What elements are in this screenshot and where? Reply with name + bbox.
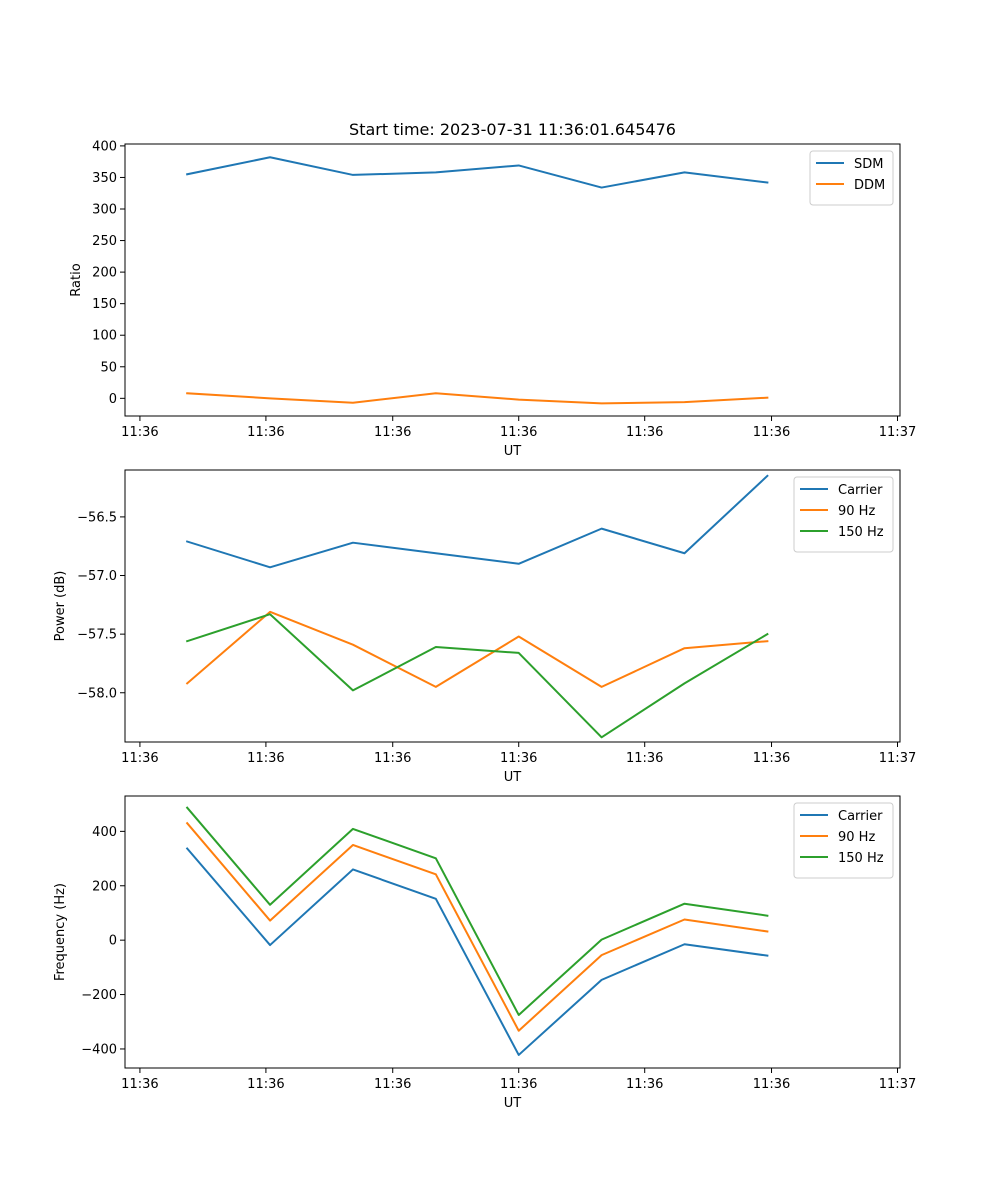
x-axis-label: UT <box>504 770 522 785</box>
y-tick-label: −58.0 <box>77 686 117 701</box>
legend-label: 90 Hz <box>838 504 875 519</box>
y-tick-label: 0 <box>109 934 117 949</box>
legend: Carrier 90 Hz 150 Hz <box>793 476 894 553</box>
legend-label: Carrier <box>838 483 883 498</box>
y-tick-label: 50 <box>100 360 117 375</box>
series-line-150-hz <box>185 613 769 739</box>
legend-label: 150 Hz <box>838 525 884 540</box>
x-tick-label: 11:36 <box>374 751 411 766</box>
y-axis-label: Frequency (Hz) <box>53 883 68 981</box>
x-tick-label: 11:36 <box>374 425 411 440</box>
x-tick-label: 11:37 <box>879 751 916 766</box>
legend-box <box>809 150 894 206</box>
y-tick-label: 400 <box>92 825 117 840</box>
x-axis-label: UT <box>504 444 522 459</box>
series-line-90-hz <box>185 610 769 688</box>
y-tick-label: −57.5 <box>77 628 117 643</box>
y-tick-label: 300 <box>92 203 117 218</box>
x-tick-label: 11:36 <box>121 751 158 766</box>
x-tick-label: 11:37 <box>879 425 916 440</box>
axes-frame <box>124 795 901 1069</box>
y-tick-label: 100 <box>92 329 117 344</box>
subplot-3: 11:36 11:36 11:36 11:36 11:36 11:36 11:37 −400 −… <box>53 795 916 1111</box>
x-tick-label: 11:36 <box>247 425 284 440</box>
series-line-sdm <box>185 156 769 189</box>
series-line-150-hz <box>185 806 769 1016</box>
legend-label: Carrier <box>838 809 883 824</box>
x-tick-label: 11:36 <box>500 1077 537 1092</box>
x-tick-label: 11:36 <box>374 1077 411 1092</box>
series-line-carrier <box>185 474 769 569</box>
subplot-1: Start time: 2023-07-31 11:36:01.645476 11… <box>69 120 916 459</box>
y-axis-label: Power (dB) <box>53 571 68 642</box>
x-tick-label: 11:36 <box>753 751 790 766</box>
y-tick-label: −56.5 <box>77 510 117 525</box>
legend-label: SDM <box>854 157 883 172</box>
x-tick-label: 11:36 <box>247 751 284 766</box>
y-tick-label: 200 <box>92 266 117 281</box>
series-line-carrier <box>185 847 769 1056</box>
x-tick-label: 11:36 <box>121 425 158 440</box>
legend-label: 150 Hz <box>838 851 884 866</box>
x-tick-label: 11:36 <box>626 751 663 766</box>
legend: SDM DDM <box>809 150 894 206</box>
y-tick-label: 200 <box>92 879 117 894</box>
y-tick-label: 250 <box>92 234 117 249</box>
series-line-90-hz <box>185 821 769 1032</box>
y-tick-label: 150 <box>92 297 117 312</box>
x-tick-label: 11:36 <box>121 1077 158 1092</box>
x-tick-label: 11:36 <box>247 1077 284 1092</box>
y-tick-label: −400 <box>81 1042 117 1057</box>
x-tick-label: 11:36 <box>500 425 537 440</box>
y-tick-label: 0 <box>109 392 117 407</box>
y-tick-label: −57.0 <box>77 569 117 584</box>
legend-box <box>793 802 894 879</box>
x-tick-label: 11:36 <box>626 1077 663 1092</box>
x-tick-label: 11:36 <box>626 425 663 440</box>
legend: Carrier 90 Hz 150 Hz <box>793 802 894 879</box>
subplot-2: 11:36 11:36 11:36 11:36 11:36 11:36 11:37 −58.0… <box>53 469 916 785</box>
y-tick-label: −200 <box>81 988 117 1003</box>
x-axis-label: UT <box>504 1096 522 1111</box>
legend-label: DDM <box>854 178 885 193</box>
chart-title: Start time: 2023-07-31 11:36:01.645476 <box>349 120 676 139</box>
x-tick-label: 11:36 <box>753 425 790 440</box>
x-tick-label: 11:37 <box>879 1077 916 1092</box>
y-tick-label: 400 <box>92 139 117 154</box>
legend-box <box>793 476 894 553</box>
axes-frame <box>124 143 901 417</box>
axes-frame <box>124 469 901 743</box>
x-tick-label: 11:36 <box>753 1077 790 1092</box>
y-axis-label: Ratio <box>69 263 84 296</box>
legend-label: 90 Hz <box>838 830 875 845</box>
y-tick-label: 350 <box>92 171 117 186</box>
series-line-ddm <box>186 392 769 405</box>
x-tick-label: 11:36 <box>500 751 537 766</box>
